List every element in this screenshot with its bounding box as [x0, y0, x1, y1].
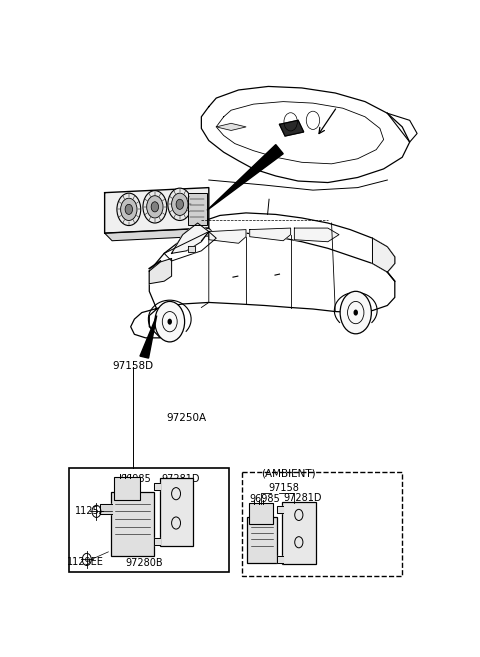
- Polygon shape: [276, 556, 283, 564]
- Polygon shape: [294, 228, 339, 242]
- Polygon shape: [100, 504, 112, 514]
- Text: (AMBIENT): (AMBIENT): [262, 468, 316, 478]
- Text: 97280B: 97280B: [125, 558, 163, 568]
- Circle shape: [147, 196, 163, 218]
- Polygon shape: [105, 228, 216, 240]
- Polygon shape: [154, 482, 160, 489]
- Circle shape: [353, 309, 358, 315]
- Circle shape: [151, 202, 158, 212]
- Circle shape: [172, 193, 188, 215]
- Text: 96985: 96985: [120, 474, 151, 484]
- FancyBboxPatch shape: [247, 518, 277, 564]
- FancyBboxPatch shape: [188, 193, 207, 225]
- Polygon shape: [149, 258, 172, 284]
- Text: REF.81-818: REF.81-818: [334, 560, 396, 570]
- Circle shape: [168, 188, 192, 221]
- Polygon shape: [188, 246, 195, 252]
- Text: 96985: 96985: [250, 494, 280, 504]
- Circle shape: [155, 302, 185, 342]
- Circle shape: [117, 193, 141, 225]
- Polygon shape: [207, 145, 283, 210]
- Text: 97250A: 97250A: [166, 413, 206, 422]
- Polygon shape: [250, 228, 290, 240]
- Polygon shape: [372, 238, 395, 272]
- Text: 1129EE: 1129EE: [67, 557, 104, 567]
- FancyBboxPatch shape: [282, 502, 315, 564]
- Polygon shape: [279, 120, 304, 136]
- Circle shape: [176, 199, 183, 210]
- Text: 97281D: 97281D: [283, 493, 322, 503]
- Circle shape: [143, 191, 167, 223]
- Polygon shape: [216, 124, 246, 131]
- Circle shape: [168, 319, 172, 325]
- Polygon shape: [140, 315, 156, 358]
- Text: 97158: 97158: [268, 483, 299, 493]
- FancyBboxPatch shape: [160, 478, 193, 546]
- FancyBboxPatch shape: [111, 492, 154, 556]
- Text: 97281D: 97281D: [161, 474, 200, 484]
- Text: 97158D: 97158D: [112, 361, 153, 371]
- Bar: [69, 468, 229, 572]
- FancyBboxPatch shape: [249, 503, 273, 524]
- Polygon shape: [209, 229, 246, 243]
- Polygon shape: [105, 188, 209, 233]
- Circle shape: [340, 291, 372, 334]
- Circle shape: [120, 198, 137, 221]
- Polygon shape: [172, 223, 209, 254]
- Text: 1125AB: 1125AB: [75, 507, 113, 516]
- FancyBboxPatch shape: [114, 478, 140, 500]
- Polygon shape: [276, 506, 283, 513]
- Polygon shape: [154, 538, 160, 545]
- Bar: [242, 472, 402, 576]
- Circle shape: [125, 204, 132, 214]
